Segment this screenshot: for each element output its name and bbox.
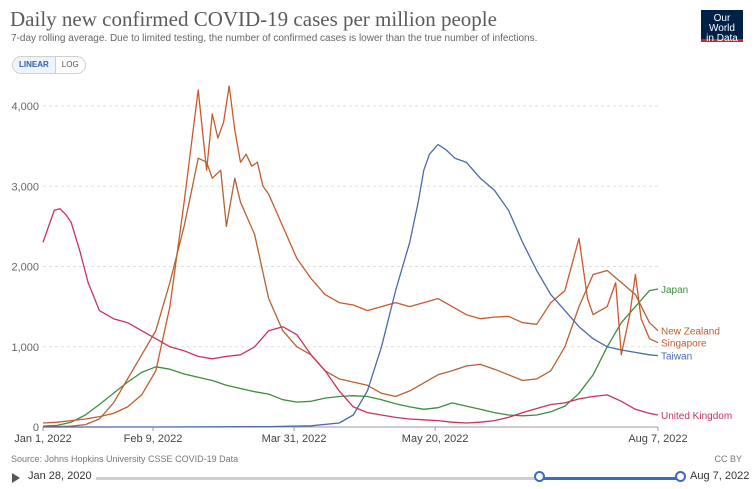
x-tick-label: Jan 1, 2022	[14, 433, 72, 445]
x-tick-label: Feb 9, 2022	[124, 433, 183, 445]
series-label-united-kingdom[interactable]: United Kingdom	[661, 411, 732, 422]
series-line-japan[interactable]	[42, 288, 659, 427]
timeline-selected-range	[539, 477, 680, 480]
log-scale-button[interactable]: LOG	[61, 60, 79, 69]
scale-toggle: LINEAR LOG	[12, 56, 86, 74]
chart-title: Daily new confirmed COVID-19 cases per m…	[10, 7, 497, 31]
owid-logo[interactable]: Our World in Data	[701, 10, 743, 44]
timeline-end-date: Aug 7, 2022	[690, 470, 750, 482]
linear-scale-button[interactable]: LINEAR	[13, 57, 56, 73]
grid-layer	[43, 105, 658, 428]
series-label-taiwan[interactable]: Taiwan	[661, 352, 692, 363]
timeline-end-handle[interactable]	[674, 471, 686, 482]
timeline-slider[interactable]	[96, 477, 680, 480]
series-layer	[42, 85, 659, 428]
play-icon[interactable]	[12, 473, 20, 483]
timeline-start-date: Jan 28, 2020	[28, 470, 92, 482]
series-label-singapore[interactable]: Singapore	[661, 339, 707, 350]
series-line-singapore[interactable]	[42, 85, 659, 424]
y-tick-label: 2,000	[11, 262, 39, 274]
line-chart: 0 1,000 2,000 3,000 4,000 Jan 1, 2022 Feb 9, 2…	[11, 85, 732, 445]
chart-subtitle: 7-day rolling average. Due to limited te…	[11, 33, 538, 44]
series-line-new-zealand[interactable]	[43, 157, 659, 428]
series-label-new-zealand[interactable]: New Zealand	[661, 327, 720, 338]
y-tick-label: 3,000	[11, 181, 39, 193]
license-label[interactable]: CC BY	[714, 454, 742, 464]
y-tick-label: 1,000	[11, 342, 39, 354]
logo-line-1: Our World	[709, 13, 735, 34]
axis-layer: 0 1,000 2,000 3,000 4,000 Jan 1, 2022 Feb 9, 2…	[11, 101, 687, 445]
timeline-start-handle[interactable]	[534, 471, 546, 482]
y-tick-label: 4,000	[11, 101, 39, 113]
series-line-taiwan[interactable]	[43, 143, 659, 428]
logo-line-2: in Data	[706, 33, 738, 44]
series-line-united-kingdom[interactable]	[42, 208, 659, 424]
series-label-japan[interactable]: Japan	[661, 285, 688, 296]
x-tick-label: Mar 31, 2022	[262, 433, 327, 445]
y-tick-label: 0	[33, 422, 39, 434]
x-tick-label: May 20, 2022	[402, 433, 469, 445]
x-tick-label: Aug 7, 2022	[628, 433, 687, 445]
source-note[interactable]: Source: Johns Hopkins University CSSE CO…	[11, 454, 239, 464]
